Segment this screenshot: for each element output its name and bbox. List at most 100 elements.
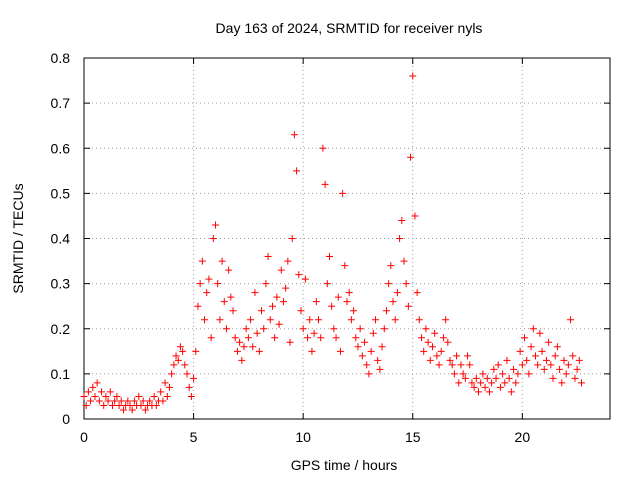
data-point — [459, 370, 467, 378]
y-tick-label: 0.5 — [51, 185, 71, 201]
data-point — [529, 325, 537, 333]
data-point — [433, 352, 441, 360]
grid — [84, 58, 610, 419]
data-point — [262, 280, 270, 288]
data-point — [222, 325, 230, 333]
data-point — [376, 365, 384, 373]
data-point — [293, 167, 301, 175]
data-point — [174, 356, 182, 364]
data-point — [172, 352, 180, 360]
data-point — [428, 343, 436, 351]
data-point — [538, 347, 546, 355]
data-point — [415, 316, 423, 324]
data-point — [385, 280, 393, 288]
data-point — [523, 356, 531, 364]
data-point — [492, 374, 500, 382]
data-point — [571, 374, 579, 382]
data-point — [277, 266, 285, 274]
data-point — [404, 302, 412, 310]
data-point — [297, 307, 305, 315]
data-point — [98, 388, 106, 396]
data-point — [437, 347, 445, 355]
data-point — [358, 352, 366, 360]
x-axis-label: GPS time / hours — [291, 457, 398, 473]
data-point — [367, 347, 375, 355]
data-point — [244, 334, 252, 342]
data-point — [341, 262, 349, 270]
data-point — [82, 401, 90, 409]
data-point — [260, 325, 268, 333]
data-point — [350, 307, 358, 315]
y-tick-label: 0.6 — [51, 140, 71, 156]
data-point — [176, 343, 184, 351]
data-point — [569, 352, 577, 360]
data-point — [485, 388, 493, 396]
data-point — [135, 392, 143, 400]
data-point — [536, 329, 544, 337]
data-point — [363, 361, 371, 369]
data-point — [413, 289, 421, 297]
x-tick-label: 15 — [405, 429, 421, 445]
data-point — [547, 361, 555, 369]
data-point — [382, 307, 390, 315]
data-point — [146, 397, 154, 405]
y-tick-label: 0.3 — [51, 276, 71, 292]
data-point — [343, 298, 351, 306]
chart-title: Day 163 of 2024, SRMTID for receiver nyl… — [216, 20, 483, 36]
data-point — [227, 293, 235, 301]
data-point — [481, 383, 489, 391]
data-point — [567, 316, 575, 324]
data-point — [187, 392, 195, 400]
data-point — [238, 356, 246, 364]
data-point — [113, 392, 121, 400]
x-tick-label: 10 — [295, 429, 311, 445]
data-point — [558, 379, 566, 387]
data-point — [512, 379, 520, 387]
data-point — [161, 379, 169, 387]
data-point — [389, 298, 397, 306]
data-point — [516, 347, 524, 355]
data-point — [108, 401, 116, 409]
data-point — [194, 302, 202, 310]
data-point — [435, 361, 443, 369]
data-point — [165, 383, 173, 391]
data-point — [472, 374, 480, 382]
data-point — [157, 388, 165, 396]
data-point — [192, 347, 200, 355]
data-point — [87, 397, 95, 405]
data-point — [100, 401, 108, 409]
data-point — [275, 320, 283, 328]
data-point — [218, 257, 226, 265]
data-point — [295, 271, 303, 279]
data-point — [330, 325, 338, 333]
data-point — [115, 401, 123, 409]
data-point — [106, 388, 114, 396]
data-point — [479, 370, 487, 378]
data-point — [531, 352, 539, 360]
data-point — [102, 392, 110, 400]
data-point — [503, 356, 511, 364]
data-point — [150, 392, 158, 400]
data-point — [119, 406, 127, 414]
data-point — [301, 275, 309, 283]
data-point — [183, 370, 191, 378]
data-point — [117, 397, 125, 405]
data-point — [391, 316, 399, 324]
data-point — [220, 298, 228, 306]
data-point — [466, 361, 474, 369]
data-point — [308, 347, 316, 355]
data-point — [494, 361, 502, 369]
data-point — [306, 316, 314, 324]
data-point — [374, 356, 382, 364]
data-point — [369, 329, 377, 337]
data-point — [446, 356, 454, 364]
data-point — [352, 334, 360, 342]
x-tick-label: 0 — [80, 429, 88, 445]
data-point — [542, 356, 550, 364]
data-point — [483, 374, 491, 382]
y-tick-label: 0.8 — [51, 50, 71, 66]
data-point — [212, 221, 219, 229]
data-point — [124, 397, 132, 405]
data-point — [190, 374, 198, 382]
